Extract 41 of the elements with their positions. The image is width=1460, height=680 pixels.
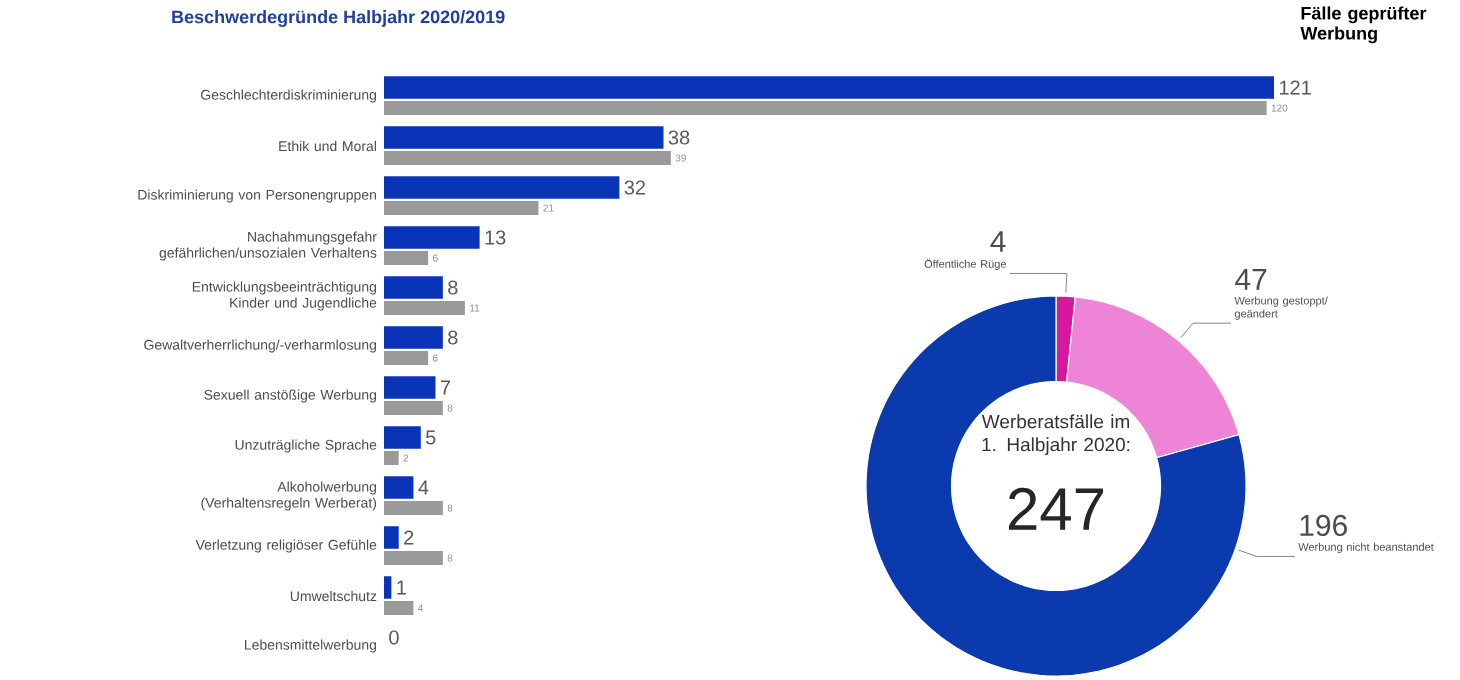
bar: [384, 301, 465, 315]
bar: [384, 526, 399, 549]
bar: [384, 151, 671, 165]
annotation: Werberatsfälle im 1. Halbjahr 2020:: [981, 414, 1130, 456]
data-label: 8: [448, 280, 458, 295]
bar: [384, 501, 443, 515]
bar: [384, 401, 443, 415]
bar: [384, 351, 429, 365]
data-label: 32: [624, 180, 646, 195]
chart-title: Fälle geprüfter Werbung: [1300, 6, 1427, 44]
bar: [384, 251, 429, 265]
data-label: 196: [1300, 514, 1347, 536]
data-label: 8: [448, 330, 458, 345]
chart-title: Beschwerdegründe Halbjahr 2020/2019: [172, 10, 505, 27]
bar: [384, 176, 620, 199]
data-label: 13: [485, 230, 506, 245]
bar: [384, 476, 414, 499]
bar: [384, 601, 414, 616]
bar: [384, 126, 664, 149]
data-label: 2: [404, 530, 414, 545]
data-label: 47: [1235, 269, 1267, 290]
bar: [384, 76, 1275, 99]
data-label: 5: [426, 430, 436, 445]
data-label: 1: [397, 580, 406, 595]
annotation: 247: [1008, 487, 1104, 530]
bar: [384, 101, 1267, 115]
bar: [384, 226, 480, 249]
bar: [384, 576, 392, 599]
bar: [384, 451, 399, 465]
data-label: 4: [990, 231, 1006, 252]
bar: [384, 426, 421, 449]
bar: [384, 201, 539, 215]
bar: [384, 326, 443, 349]
data-label: 38: [668, 130, 690, 145]
bar: [384, 276, 443, 299]
data-label: 7: [440, 380, 451, 395]
bar: [384, 551, 443, 565]
data-label: 4: [418, 480, 429, 495]
bar: [384, 376, 436, 399]
data-label: 0: [389, 630, 399, 645]
data-label: 121: [1279, 80, 1311, 95]
